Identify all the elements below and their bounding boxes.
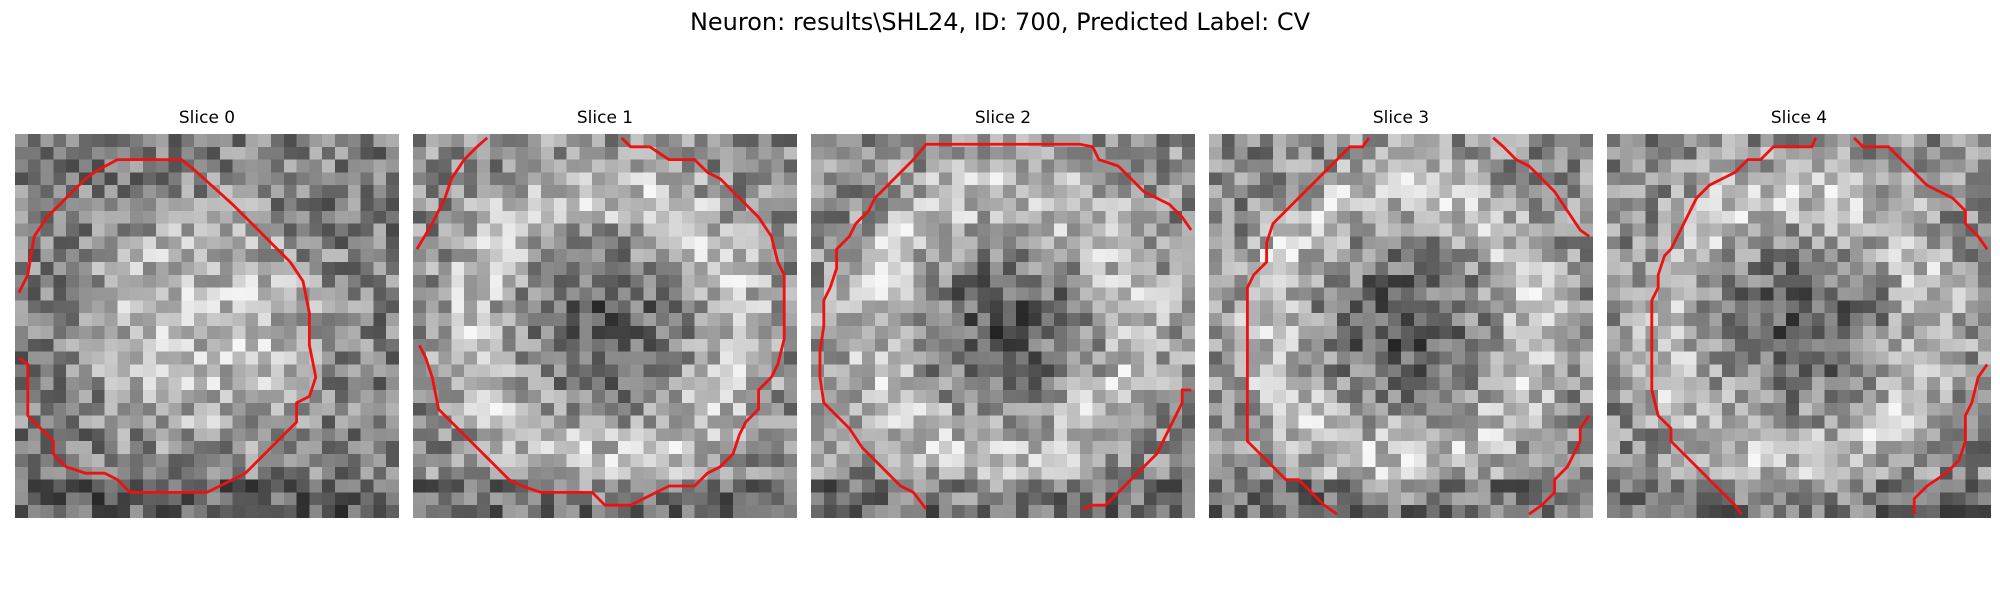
- slice-image-2: [811, 134, 1195, 518]
- slice-title-4: Slice 4: [1770, 108, 1828, 128]
- slice-image-4: [1607, 134, 1991, 518]
- contour-line-4c: [1912, 363, 1989, 515]
- slice-title-0: Slice 0: [178, 108, 236, 128]
- slice-image-3: [1209, 134, 1593, 518]
- contour-line-3c: [1528, 414, 1591, 516]
- contour-line-3b: [1492, 136, 1590, 238]
- contour-line-3a: [1245, 137, 1371, 516]
- contour-line-1a: [415, 136, 489, 250]
- slice-image-1: [413, 134, 797, 518]
- contour-line-4b: [1853, 136, 1989, 251]
- contour-line-1b: [418, 136, 786, 507]
- contour-line-0: [17, 158, 318, 494]
- slice-title-3: Slice 3: [1372, 108, 1430, 128]
- figure-title: Neuron: results\SHL24, ID: 700, Predicte…: [689, 8, 1311, 36]
- slice-title-1: Slice 1: [576, 108, 634, 128]
- contour-line-4a: [1650, 137, 1817, 515]
- slice-title-2: Slice 2: [974, 108, 1032, 128]
- contour-line-2a: [818, 142, 1193, 510]
- slice-image-0: [15, 134, 399, 518]
- contour-line-2b: [1081, 388, 1192, 511]
